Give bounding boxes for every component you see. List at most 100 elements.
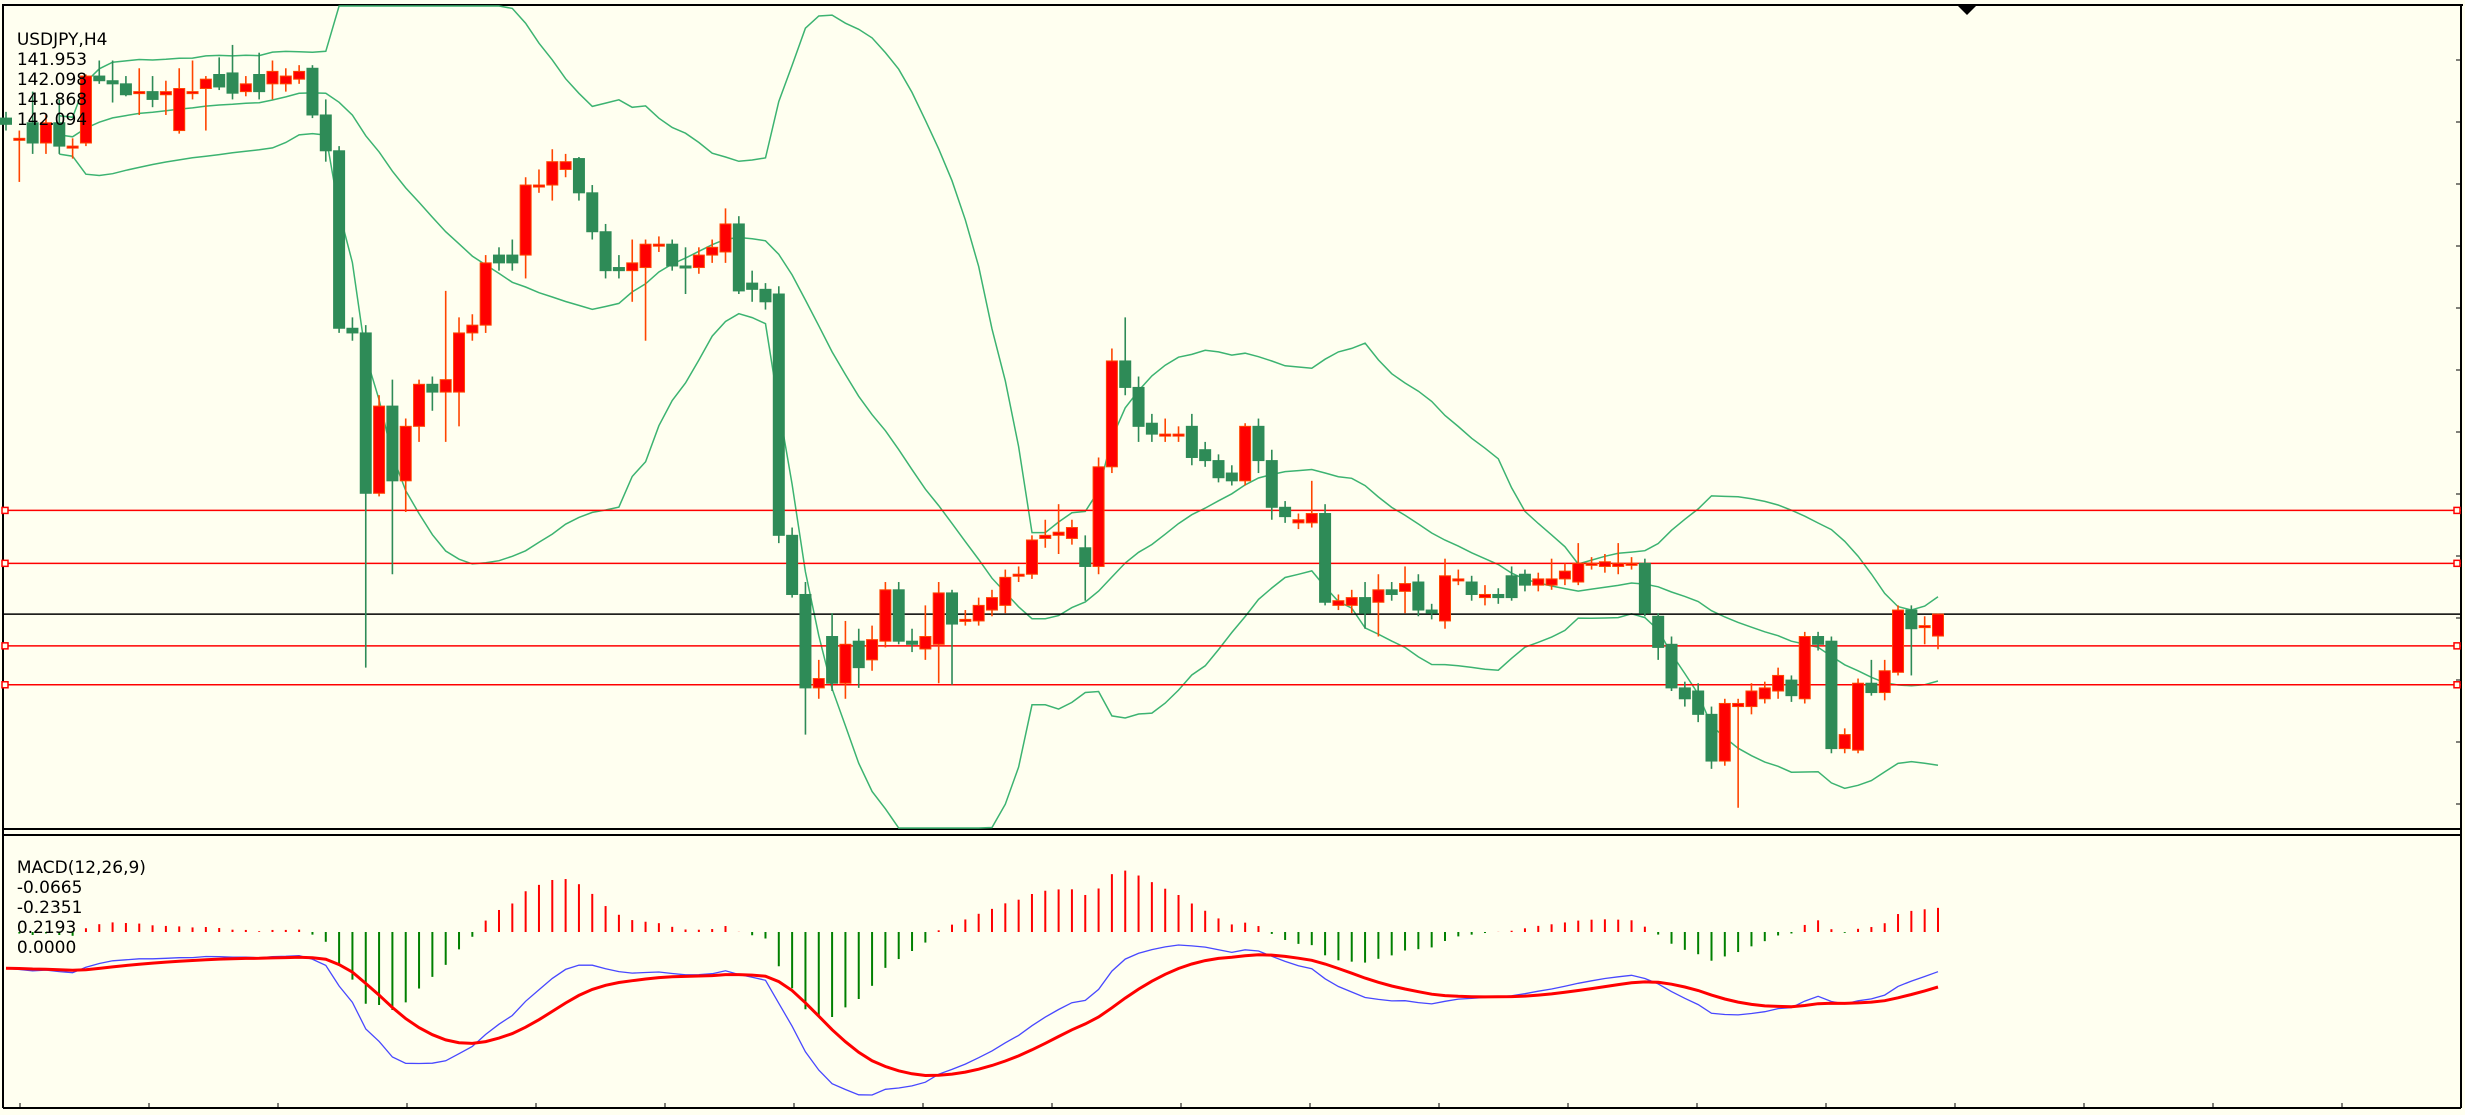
bullish-candle — [626, 262, 639, 272]
bearish-candle — [1359, 597, 1372, 614]
bullish-candle — [1452, 578, 1465, 582]
bearish-candle — [1225, 472, 1238, 482]
bullish-candle — [1585, 562, 1598, 566]
bearish-candle — [892, 589, 905, 642]
bullish-candle — [1372, 589, 1385, 603]
bearish-candle — [1145, 422, 1158, 435]
bullish-candle — [1292, 519, 1305, 524]
bearish-candle — [1465, 581, 1478, 595]
bullish-candle — [692, 254, 705, 269]
macd-value-4: 0.0000 — [16, 938, 77, 958]
bullish-candle — [812, 678, 825, 689]
bearish-candle — [1825, 640, 1838, 750]
bearish-candle — [1412, 581, 1425, 611]
bullish-candle — [439, 379, 452, 393]
bearish-candle — [506, 254, 519, 264]
bearish-candle — [1505, 575, 1518, 599]
bullish-candle — [1572, 562, 1585, 583]
bullish-candle — [1878, 670, 1891, 694]
hline-handle-right — [2453, 681, 2461, 689]
hline-handle-left — [1, 681, 9, 689]
bearish-candle — [759, 288, 772, 303]
bearish-candle — [1705, 713, 1718, 762]
bearish-candle — [213, 74, 226, 88]
bollinger-middle-band — [59, 92, 1939, 687]
bullish-candle — [13, 137, 26, 141]
bearish-candle — [1265, 460, 1278, 508]
bullish-candle — [293, 70, 306, 80]
open-price: 141.953 — [16, 50, 88, 70]
low-price: 141.868 — [16, 90, 88, 110]
bullish-candle — [639, 243, 652, 269]
bullish-candle — [1598, 561, 1611, 567]
bullish-candle — [186, 91, 199, 95]
bearish-candle — [599, 231, 612, 272]
bearish-candle — [426, 383, 439, 393]
bullish-candle — [706, 246, 719, 256]
bullish-candle — [173, 88, 186, 132]
bullish-candle — [1239, 425, 1252, 482]
bullish-candle — [479, 262, 492, 326]
bearish-candle — [119, 83, 132, 96]
bullish-candle — [373, 405, 386, 494]
bearish-candle — [906, 640, 919, 645]
bearish-candle — [1279, 506, 1292, 518]
bullish-candle — [1065, 527, 1078, 539]
bullish-candle — [1172, 433, 1185, 437]
bearish-candle — [346, 327, 359, 334]
bullish-candle — [1052, 531, 1065, 536]
bullish-candle — [1732, 702, 1745, 708]
bollinger-upper-band — [59, 5, 1939, 611]
bearish-candle — [1518, 573, 1531, 586]
bearish-candle — [826, 636, 839, 684]
bearish-candle — [946, 592, 959, 625]
bearish-candle — [1665, 643, 1678, 689]
bullish-candle — [1332, 600, 1345, 606]
bollinger-bands — [59, 5, 1939, 829]
bearish-candle — [53, 122, 66, 147]
bullish-candle — [839, 643, 852, 684]
bullish-candle — [1838, 734, 1851, 750]
bearish-candle — [666, 243, 679, 267]
bullish-candle — [1798, 636, 1811, 700]
bearish-candle — [253, 74, 266, 93]
bearish-candle — [319, 114, 332, 152]
bullish-candle — [1478, 593, 1491, 599]
macd-value-3: 0.2193 — [16, 918, 77, 938]
bullish-candle — [239, 83, 252, 93]
bullish-candle — [199, 78, 212, 90]
bullish-candle — [399, 425, 412, 482]
bullish-candle — [652, 243, 665, 247]
horizontal-lines[interactable] — [1, 506, 2461, 689]
bearish-candle — [1079, 547, 1092, 567]
bearish-candle — [1252, 425, 1265, 462]
bullish-candle — [453, 332, 466, 393]
bullish-candle — [159, 91, 172, 96]
bullish-candle — [1612, 562, 1625, 567]
macd-name: MACD(12,26,9) — [16, 858, 146, 878]
bullish-candle — [1439, 575, 1452, 622]
bearish-candle — [1638, 562, 1651, 614]
bullish-candle — [1745, 690, 1758, 708]
bollinger-lower-band — [59, 132, 1939, 829]
bullish-candle — [879, 589, 892, 642]
bullish-candle — [959, 618, 972, 622]
chart-shift-marker-icon[interactable] — [1958, 6, 1976, 15]
bullish-candle — [279, 75, 292, 85]
macd-value-2: -0.2351 — [16, 898, 83, 918]
macd-line — [5, 944, 1939, 1096]
bearish-candle — [359, 332, 372, 494]
bearish-candle — [732, 223, 745, 292]
bullish-candle — [866, 639, 879, 661]
bearish-candle — [1199, 449, 1212, 462]
bearish-candle — [1692, 690, 1705, 715]
bearish-candle — [1812, 636, 1825, 645]
bearish-candle — [1492, 593, 1505, 599]
bearish-candle — [492, 254, 505, 264]
bullish-candle — [972, 604, 985, 622]
main-panel-frame — [2, 4, 2463, 1109]
bearish-candle — [1185, 425, 1198, 458]
bullish-candle — [932, 592, 945, 645]
symbol-timeframe: USDJPY,H4 — [16, 30, 108, 50]
